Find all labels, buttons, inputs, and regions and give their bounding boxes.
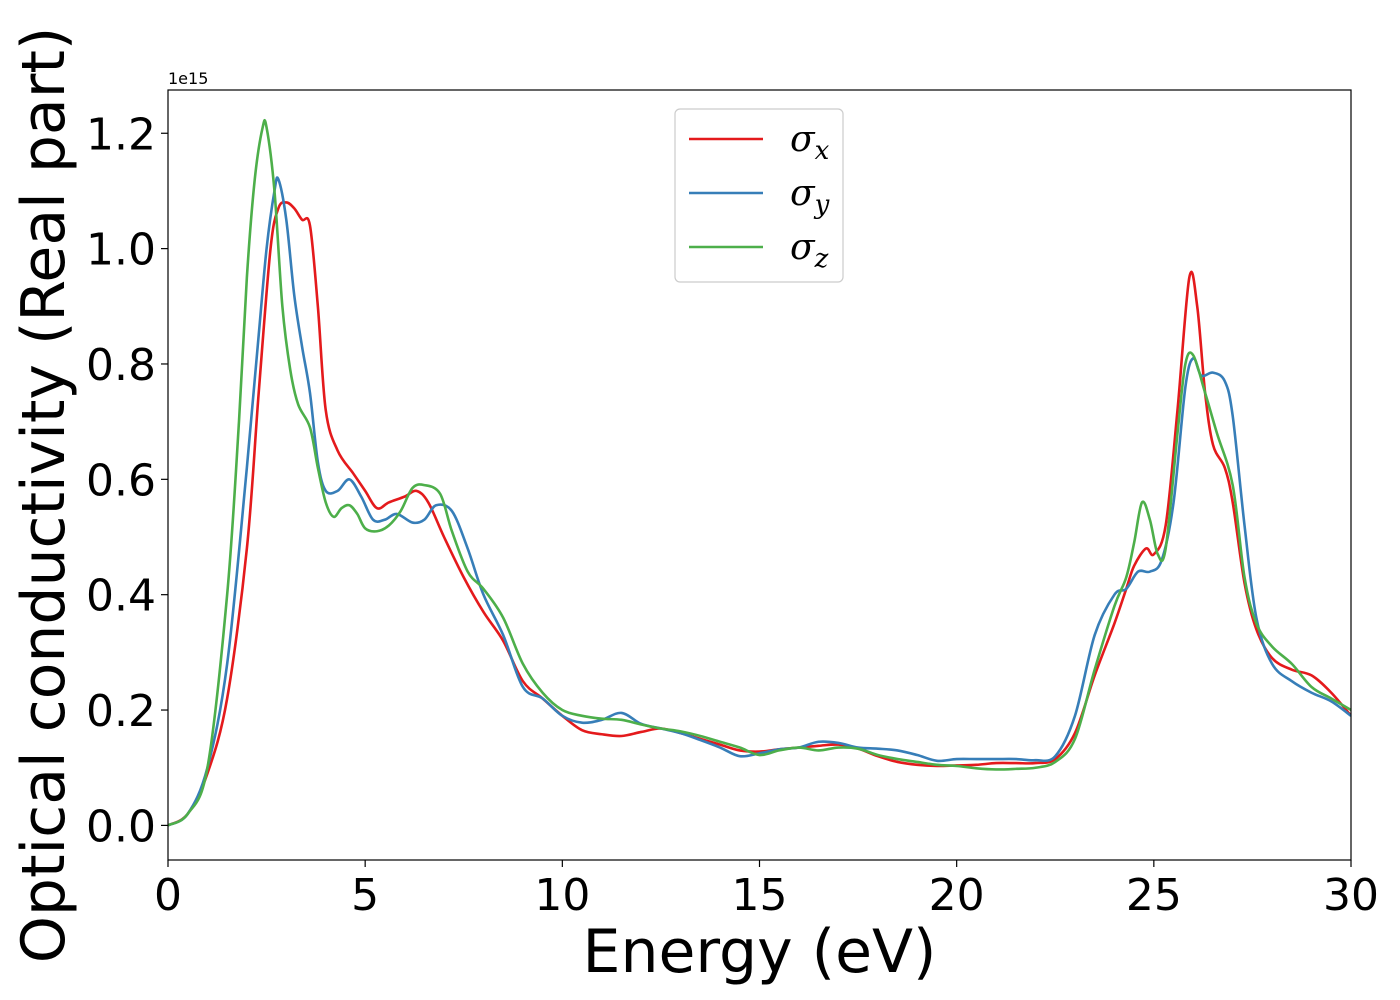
x-tick-label: 25 [1126,870,1182,921]
y-tick-label: 0.6 [86,455,156,506]
y-tick-label: 0.8 [86,340,156,391]
x-axis-label: Energy (eV) [583,917,937,987]
series-line-sigma-x [168,200,1351,827]
y-axis: 0.0 0.2 0.4 0.6 0.8 1.0 1.2 [86,109,168,852]
y-offset-label: 1e15 [168,69,208,88]
series-line-sigma-z [168,118,1351,827]
x-tick-label: 10 [534,870,590,921]
y-tick-label: 1.2 [86,109,156,160]
x-tick-label: 5 [351,870,379,921]
legend-label-sigma-z: σz [790,227,829,274]
y-axis-label: Optical conductivity (Real part) [9,27,79,964]
x-axis: 0 5 10 15 20 25 30 [154,860,1379,921]
y-tick-label: 0.0 [86,801,156,852]
legend-label-sigma-x: σx [790,119,830,166]
legend-box [674,108,844,283]
series-line-sigma-y [168,176,1351,827]
y-tick-label: 0.2 [86,686,156,737]
x-tick-label: 0 [154,870,182,921]
y-tick-label: 0.4 [86,571,156,622]
x-tick-label: 15 [732,870,788,921]
legend: σx σy σz [674,108,844,283]
x-tick-label: 30 [1323,870,1379,921]
y-tick-label: 1.0 [86,225,156,276]
x-tick-label: 20 [929,870,985,921]
series-layer [168,118,1351,827]
legend-label-sigma-y: σy [790,173,830,220]
